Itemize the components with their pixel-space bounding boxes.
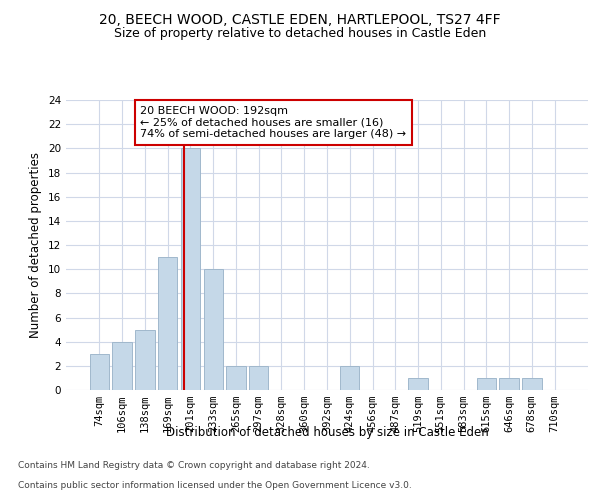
Text: 20 BEECH WOOD: 192sqm
← 25% of detached houses are smaller (16)
74% of semi-deta: 20 BEECH WOOD: 192sqm ← 25% of detached … <box>140 106 406 139</box>
Bar <box>476 378 496 390</box>
Bar <box>90 354 109 390</box>
Bar <box>112 342 132 390</box>
Text: Contains public sector information licensed under the Open Government Licence v3: Contains public sector information licen… <box>18 481 412 490</box>
Bar <box>522 378 542 390</box>
Bar <box>409 378 428 390</box>
Text: Size of property relative to detached houses in Castle Eden: Size of property relative to detached ho… <box>114 28 486 40</box>
Bar <box>499 378 519 390</box>
Text: Contains HM Land Registry data © Crown copyright and database right 2024.: Contains HM Land Registry data © Crown c… <box>18 461 370 470</box>
Text: 20, BEECH WOOD, CASTLE EDEN, HARTLEPOOL, TS27 4FF: 20, BEECH WOOD, CASTLE EDEN, HARTLEPOOL,… <box>99 12 501 26</box>
Bar <box>135 330 155 390</box>
Bar <box>158 257 178 390</box>
Bar <box>249 366 268 390</box>
Text: Distribution of detached houses by size in Castle Eden: Distribution of detached houses by size … <box>166 426 488 439</box>
Bar <box>181 148 200 390</box>
Bar <box>226 366 245 390</box>
Bar <box>203 269 223 390</box>
Bar <box>340 366 359 390</box>
Y-axis label: Number of detached properties: Number of detached properties <box>29 152 43 338</box>
